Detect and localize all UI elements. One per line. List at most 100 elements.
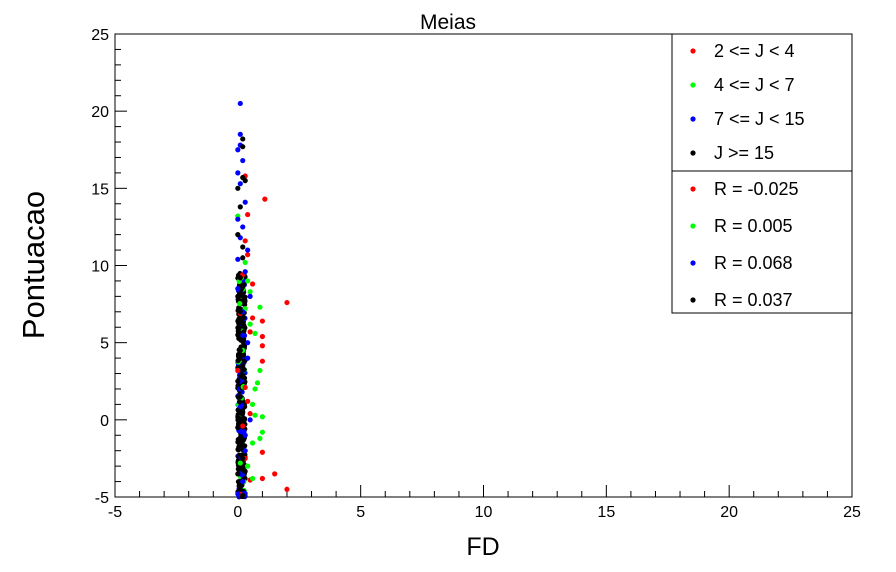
dense-point [235, 446, 241, 453]
scatter-point [237, 204, 243, 210]
scatter-point [245, 252, 251, 258]
dense-point [235, 358, 241, 364]
scatter-points [235, 100, 290, 499]
y-tick-label: -5 [95, 490, 109, 507]
legend-entry: 7 <= J < 15 [714, 109, 805, 129]
dense-point [240, 343, 246, 349]
scatter-point [240, 492, 246, 499]
scatter-point [259, 414, 265, 420]
scatter-point [237, 486, 243, 492]
scatter-point [252, 386, 258, 392]
correlation-entry: R = 0.005 [714, 216, 793, 236]
x-tick-label: -5 [108, 504, 122, 521]
legend-marker [690, 82, 696, 88]
scatter-point [252, 330, 258, 337]
scatter-point [235, 471, 241, 477]
scatter-point [237, 347, 243, 353]
scatter-point [240, 144, 246, 150]
scatter-point [237, 394, 243, 400]
legend-marker [690, 260, 696, 266]
legend-marker [690, 48, 696, 54]
scatter-point [235, 147, 241, 153]
x-tick-label: 5 [356, 504, 365, 521]
scatter-point [259, 429, 265, 435]
legend-entry: J >= 15 [714, 143, 774, 163]
scatter-point [235, 293, 241, 299]
legend-marker [690, 150, 696, 156]
scatter-point [245, 355, 251, 361]
legend-marker [690, 297, 696, 303]
scatter-point [257, 435, 263, 441]
scatter-point [237, 275, 243, 281]
dense-point [237, 301, 243, 307]
scatter-point [240, 255, 246, 261]
dense-point [236, 416, 243, 422]
scatter-point [247, 411, 253, 417]
y-tick-label: 25 [91, 27, 109, 44]
scatter-point [245, 247, 251, 253]
scatter-point [249, 401, 256, 407]
y-tick-label: 5 [100, 336, 109, 353]
scatter-point [245, 211, 251, 218]
scatter-point [242, 432, 248, 438]
scatter-point [249, 315, 256, 321]
scatter-point [272, 471, 278, 477]
scatter-point [235, 256, 241, 262]
scatter-point [235, 216, 241, 222]
scatter-point [245, 340, 251, 346]
scatter-point [252, 412, 258, 418]
scatter-point [235, 185, 241, 191]
legend-correlation-box [671, 170, 853, 314]
scatter-point [237, 100, 243, 107]
legend-marker [690, 116, 696, 122]
dense-point [241, 295, 247, 301]
scatter-point [249, 475, 256, 482]
scatter-point [259, 333, 265, 340]
scatter-point [237, 309, 243, 315]
scatter-point [240, 478, 246, 485]
scatter-point [242, 259, 248, 266]
scatter-point [284, 299, 290, 306]
dense-point [236, 326, 242, 332]
x-tick-label: 10 [475, 504, 493, 521]
correlation-entry: R = -0.025 [714, 179, 799, 199]
y-tick-label: 0 [100, 413, 109, 430]
legend-correlations: R = -0.025 R = 0.005 R = 0.068 R = 0.037 [671, 170, 853, 314]
scatter-point [237, 131, 243, 137]
axis-ticks [114, 33, 853, 498]
y-axis-label: Pontuacao [16, 191, 51, 339]
dense-point [236, 399, 243, 405]
scatter-point [284, 486, 290, 492]
scatter-point [240, 321, 246, 327]
scatter-point [245, 463, 251, 469]
y-tick-label: 20 [91, 104, 109, 121]
scatter-point [240, 409, 246, 415]
legend-marker [690, 186, 696, 192]
scatter-point [242, 238, 248, 244]
legend-marker [690, 223, 696, 229]
dense-point [236, 420, 242, 426]
dense-point [238, 373, 244, 379]
scatter-point [235, 170, 241, 176]
scatter-point [254, 380, 261, 386]
correlation-entry: R = 0.037 [714, 290, 793, 310]
x-tick-label: 15 [597, 504, 615, 521]
scatter-point [259, 343, 265, 349]
scatter-point [235, 367, 241, 374]
scatter-point [247, 293, 253, 299]
scatter-point [240, 136, 246, 142]
correlation-entry: R = 0.068 [714, 253, 793, 273]
scatter-point [235, 378, 241, 384]
y-tick-label: 10 [91, 259, 109, 276]
dense-point [241, 314, 247, 321]
scatter-point [242, 384, 248, 391]
scatter-point [247, 417, 253, 423]
x-axis-label: FD [466, 533, 499, 561]
x-tick-label: 25 [843, 504, 861, 521]
scatter-point [235, 491, 241, 497]
scatter-point [247, 289, 253, 295]
scatter-point [240, 157, 246, 164]
scatter-point [259, 475, 265, 482]
scatter-point [242, 199, 248, 205]
x-tick-label: 20 [720, 504, 738, 521]
